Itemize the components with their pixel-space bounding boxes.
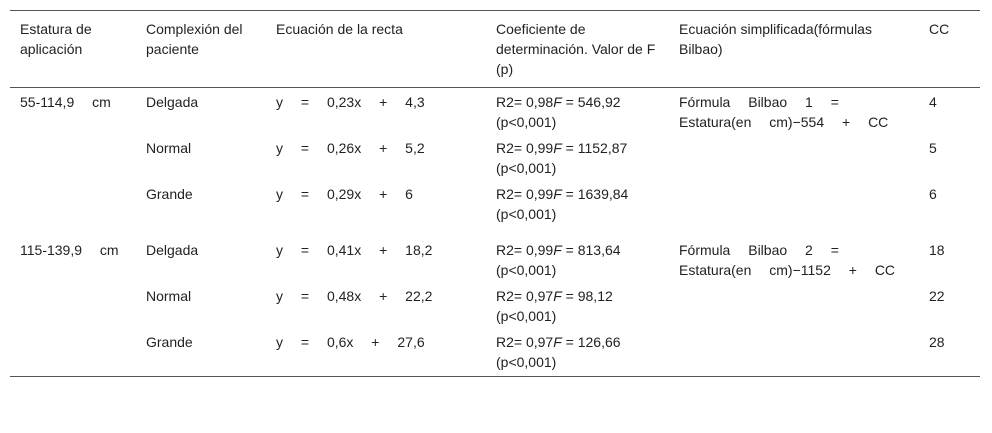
header-ecuacion: Ecuación de la recta bbox=[276, 21, 403, 37]
coeficiente-cell: R2= 0,97F = 98,12 (p<0,001) bbox=[486, 280, 669, 326]
f-value: = 98,12 (p<0,001) bbox=[496, 288, 613, 324]
complexion-cell: Grande bbox=[146, 334, 193, 350]
formula-cell: Fórmula Bilbao 2 = Estatura(en cm)−1152 … bbox=[679, 242, 896, 278]
header-simplificada: Ecuación simplificada(fórmulas Bilbao) bbox=[679, 21, 872, 57]
header-row: Estatura de aplicación Complexión del pa… bbox=[10, 10, 980, 88]
coeficiente-cell: R2= 0,99F = 813,64 (p<0,001) bbox=[486, 224, 669, 280]
f-value: = 1152,87 (p<0,001) bbox=[496, 140, 628, 176]
table-row: Normal y = 0,48x + 22,2 R2= 0,97F = 98,1… bbox=[10, 280, 980, 326]
r2-value: R2= 0,97 bbox=[496, 334, 554, 350]
f-symbol: F bbox=[553, 140, 562, 156]
complexion-cell: Delgada bbox=[146, 94, 199, 110]
f-symbol: F bbox=[553, 242, 562, 258]
cc-cell: 18 bbox=[929, 242, 945, 258]
coeficiente-cell: R2= 0,98F = 546,92 (p<0,001) bbox=[486, 88, 669, 133]
ecuacion-cell: y = 0,6x + 27,6 bbox=[276, 334, 425, 350]
f-value: = 813,64 (p<0,001) bbox=[496, 242, 621, 278]
r2-value: R2= 0,97 bbox=[496, 288, 554, 304]
r2-value: R2= 0,99 bbox=[496, 242, 554, 258]
f-value: = 1639,84 (p<0,001) bbox=[496, 186, 629, 222]
ecuacion-cell: y = 0,23x + 4,3 bbox=[276, 94, 425, 110]
f-symbol: F bbox=[553, 186, 562, 202]
f-symbol: F bbox=[553, 334, 562, 350]
ecuacion-cell: y = 0,41x + 18,2 bbox=[276, 242, 433, 258]
complexion-cell: Delgada bbox=[146, 242, 199, 258]
cc-cell: 6 bbox=[929, 186, 937, 202]
table-row: 115-139,9 cm Delgada y = 0,41x + 18,2 R2… bbox=[10, 224, 980, 280]
table-row: 55-114,9 cm Delgada y = 0,23x + 4,3 R2= … bbox=[10, 88, 980, 133]
formula-cell: Fórmula Bilbao 1 = Estatura(en cm)−554 +… bbox=[679, 94, 889, 130]
f-symbol: F bbox=[553, 288, 562, 304]
table-body: 55-114,9 cm Delgada y = 0,23x + 4,3 R2= … bbox=[10, 88, 980, 377]
header-estatura: Estatura de aplicación bbox=[20, 21, 92, 57]
table-row: Grande y = 0,29x + 6 R2= 0,99F = 1639,84… bbox=[10, 178, 980, 224]
ecuacion-cell: y = 0,48x + 22,2 bbox=[276, 288, 433, 304]
ecuacion-cell: y = 0,26x + 5,2 bbox=[276, 140, 425, 156]
cc-cell: 28 bbox=[929, 334, 945, 350]
cc-cell: 22 bbox=[929, 288, 945, 304]
ecuacion-cell: y = 0,29x + 6 bbox=[276, 186, 413, 202]
complexion-cell: Normal bbox=[146, 288, 192, 304]
complexion-cell: Grande bbox=[146, 186, 193, 202]
table-row: Normal y = 0,26x + 5,2 R2= 0,99F = 1152,… bbox=[10, 132, 980, 178]
r2-value: R2= 0,99 bbox=[496, 186, 554, 202]
r2-value: R2= 0,98 bbox=[496, 94, 554, 110]
cc-cell: 4 bbox=[929, 94, 937, 110]
coeficiente-cell: R2= 0,99F = 1152,87 (p<0,001) bbox=[486, 132, 669, 178]
bilbao-formula-table: Estatura de aplicación Complexión del pa… bbox=[10, 10, 980, 377]
complexion-cell: Normal bbox=[146, 140, 192, 156]
table-row: Grande y = 0,6x + 27,6 R2= 0,97F = 126,6… bbox=[10, 326, 980, 377]
r2-value: R2= 0,99 bbox=[496, 140, 554, 156]
coeficiente-cell: R2= 0,99F = 1639,84 (p<0,001) bbox=[486, 178, 669, 224]
table-header: Estatura de aplicación Complexión del pa… bbox=[10, 10, 980, 88]
f-symbol: F bbox=[553, 94, 562, 110]
estatura-cell: 55-114,9 cm bbox=[20, 94, 111, 110]
cc-cell: 5 bbox=[929, 140, 937, 156]
header-cc: CC bbox=[929, 21, 950, 37]
header-complexion: Complexión del paciente bbox=[146, 21, 243, 57]
coeficiente-cell: R2= 0,97F = 126,66 (p<0,001) bbox=[486, 326, 669, 377]
estatura-cell: 115-139,9 cm bbox=[20, 242, 119, 258]
f-value: = 126,66 (p<0,001) bbox=[496, 334, 621, 370]
header-coeficiente: Coeficiente de determinación. Valor de F… bbox=[496, 21, 656, 77]
f-value: = 546,92 (p<0,001) bbox=[496, 94, 621, 130]
